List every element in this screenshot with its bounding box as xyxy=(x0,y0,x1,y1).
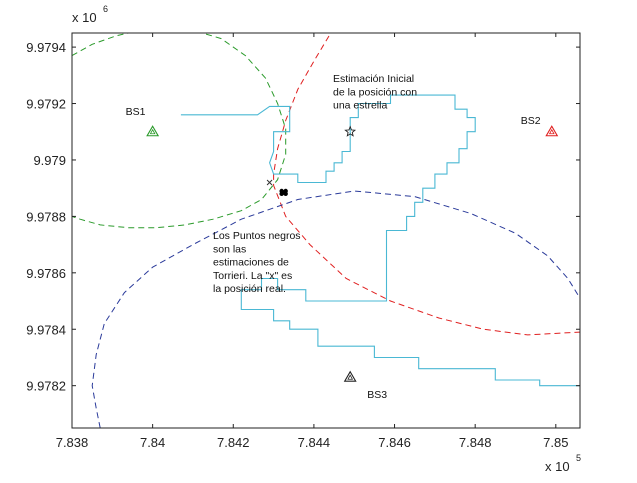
y-axis-multiplier-exponent: 6 xyxy=(103,4,108,14)
x-axis-multiplier: x 10 xyxy=(545,459,570,474)
y-tick-label: 9.9786 xyxy=(26,266,66,281)
y-tick-label: 9.979 xyxy=(33,153,66,168)
x-tick-label: 7.85 xyxy=(543,435,568,450)
annotation-points-line: son las xyxy=(213,243,246,255)
circle-bs3 xyxy=(91,190,580,428)
annotation-initial-line: Estimación Inicial xyxy=(333,73,414,85)
x-tick-label: 7.838 xyxy=(56,435,89,450)
triangle-marker-bs3 xyxy=(343,370,357,382)
y-tick-label: 9.9784 xyxy=(26,322,66,337)
x-tick-label: 7.848 xyxy=(459,435,492,450)
y-axis-multiplier: x 10 xyxy=(72,10,97,25)
estimated-point xyxy=(281,190,286,195)
x-tick-label: 7.842 xyxy=(217,435,250,450)
annotation-points-line: Los Puntos negros xyxy=(213,230,301,242)
estimation-path xyxy=(180,94,580,387)
triangle-marker-bs2 xyxy=(545,125,559,137)
x-tick-label: 7.846 xyxy=(378,435,411,450)
x-axis-multiplier-exponent: 5 xyxy=(576,453,581,463)
annotation-points-line: estimaciones de xyxy=(213,257,289,269)
triangle-inner-bs1 xyxy=(149,128,156,135)
annotation-initial-line: una estrella xyxy=(333,100,387,112)
y-tick-label: 9.9792 xyxy=(26,97,66,112)
triangle-inner-bs2 xyxy=(548,128,555,135)
annotation-points-line: Torrieri. La "x" es xyxy=(213,270,292,282)
real-position-marker xyxy=(266,179,273,186)
plot-area xyxy=(72,33,580,428)
station-label-bs3: BS3 xyxy=(367,389,387,401)
axis-ticks xyxy=(71,33,580,428)
y-tick-label: 9.9782 xyxy=(26,379,66,394)
chart-labels: BS1 BS2 BS3 7.838 7.84 7.842 7.844 7.846 7.848 7.… xyxy=(26,4,581,474)
initial-estimate-star xyxy=(344,125,357,137)
circle-bs2 xyxy=(273,33,580,336)
station-label-bs2: BS2 xyxy=(521,115,541,127)
y-tick-label: 9.9794 xyxy=(26,40,66,55)
annotation-initial-line: de la posición con xyxy=(333,86,417,98)
annotation-points-line: la posición real. xyxy=(213,283,286,295)
station-label-bs1: BS1 xyxy=(126,106,146,118)
triangle-marker-bs1 xyxy=(146,125,160,137)
triangle-inner-bs3 xyxy=(347,374,354,380)
x-tick-label: 7.844 xyxy=(298,435,331,450)
x-tick-label: 7.84 xyxy=(140,435,165,450)
y-tick-label: 9.9788 xyxy=(26,209,66,224)
axes-box xyxy=(71,32,581,429)
circle-bs1 xyxy=(72,33,287,229)
